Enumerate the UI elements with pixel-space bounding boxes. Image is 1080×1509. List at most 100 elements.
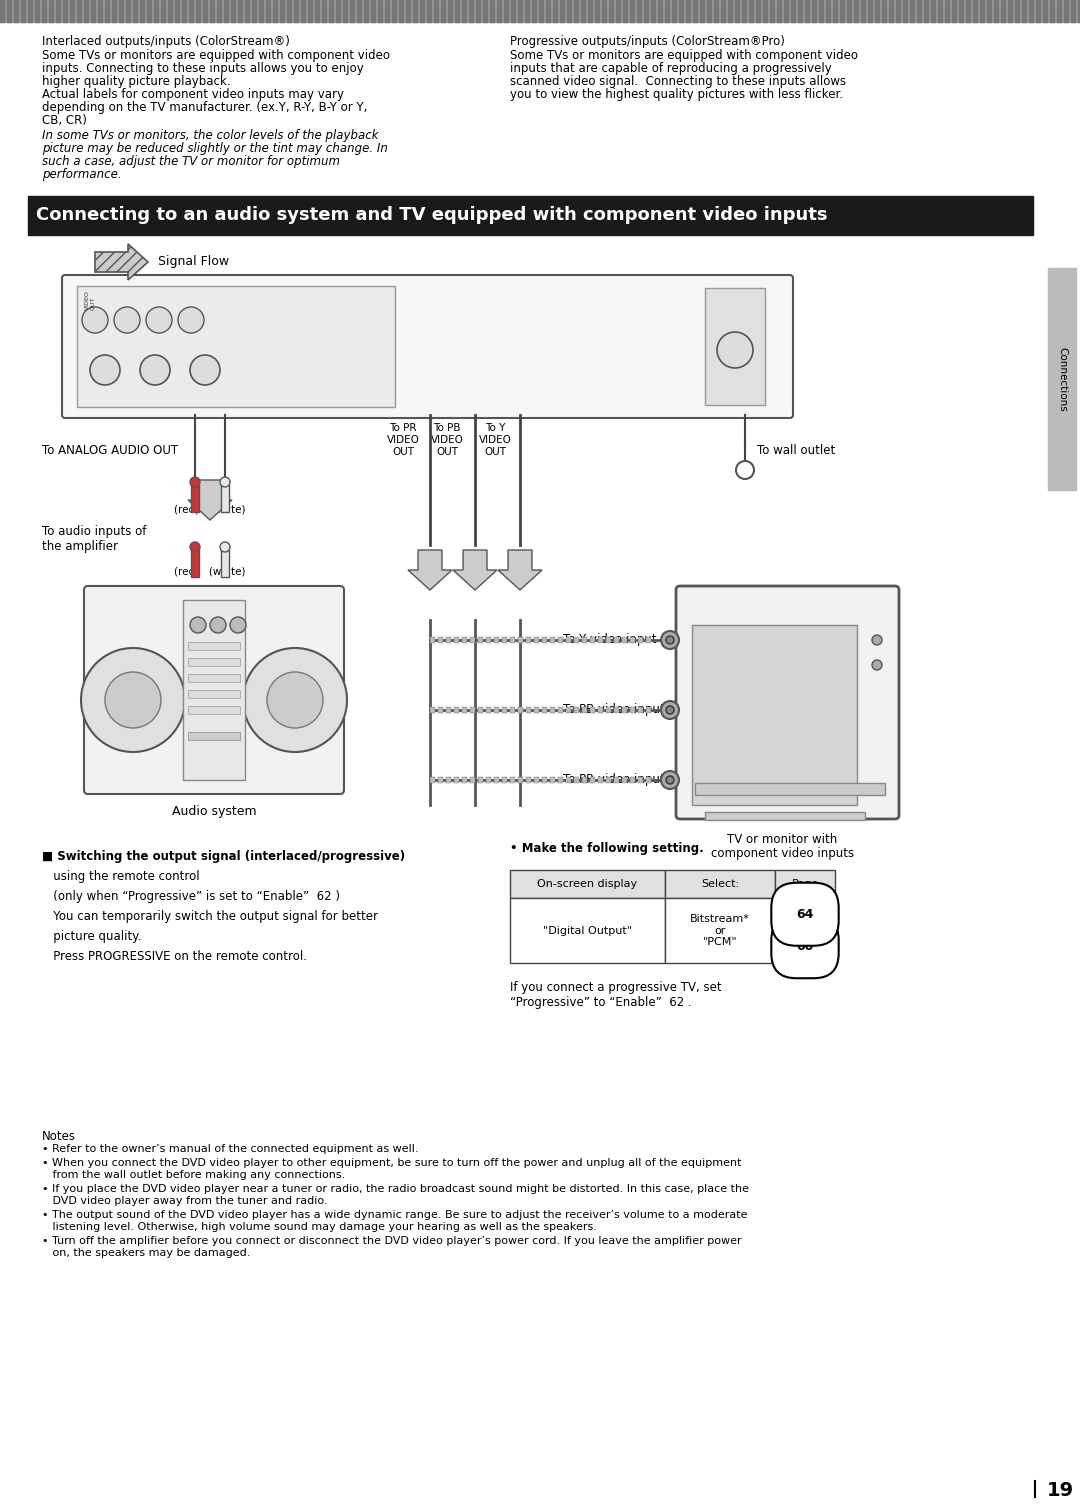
Bar — [455, 0, 459, 23]
Circle shape — [81, 647, 185, 751]
Bar — [430, 708, 435, 712]
Bar — [561, 0, 564, 23]
Bar — [476, 0, 480, 23]
Bar — [791, 0, 795, 23]
Bar — [534, 777, 539, 783]
Bar — [469, 0, 473, 23]
Text: (red)   (white): (red) (white) — [174, 506, 246, 515]
Bar — [462, 0, 465, 23]
Bar — [462, 708, 467, 712]
Bar — [266, 0, 270, 23]
Text: In some TVs or monitors, the color levels of the playback: In some TVs or monitors, the color level… — [42, 128, 378, 142]
Text: picture may be reduced slightly or the tint may change. In: picture may be reduced slightly or the t… — [42, 142, 388, 155]
Bar — [939, 0, 942, 23]
Text: Some TVs or monitors are equipped with component video: Some TVs or monitors are equipped with c… — [42, 48, 390, 62]
Text: inputs that are capable of reproducing a progressively: inputs that are capable of reproducing a… — [510, 62, 832, 75]
Circle shape — [661, 631, 679, 649]
Bar — [1078, 0, 1080, 23]
Bar — [1057, 0, 1061, 23]
Text: To PR video input: To PR video input — [563, 774, 664, 786]
Bar — [430, 777, 435, 783]
Text: To PR
VIDEO
OUT: To PR VIDEO OUT — [387, 424, 419, 457]
Circle shape — [717, 332, 753, 368]
Bar — [494, 637, 499, 643]
Bar — [1022, 0, 1026, 23]
Bar — [558, 777, 563, 783]
Bar — [775, 931, 835, 963]
Bar — [526, 637, 531, 643]
Bar — [343, 0, 347, 23]
Bar — [308, 0, 311, 23]
Bar — [502, 708, 507, 712]
Text: 60: 60 — [796, 940, 813, 954]
Bar — [567, 0, 570, 23]
Text: • Refer to the owner’s manual of the connected equipment as well.: • Refer to the owner’s manual of the con… — [42, 1144, 419, 1154]
Bar — [665, 0, 669, 23]
Bar — [630, 777, 635, 783]
Bar — [945, 0, 948, 23]
Bar — [573, 777, 579, 783]
Bar — [1071, 0, 1075, 23]
Bar — [665, 898, 775, 963]
Bar — [693, 0, 697, 23]
Bar — [231, 0, 234, 23]
Bar — [430, 637, 435, 643]
Bar — [525, 0, 528, 23]
Bar — [833, 0, 837, 23]
Circle shape — [735, 462, 754, 478]
Bar — [470, 708, 475, 712]
Bar — [427, 0, 431, 23]
Bar — [646, 708, 651, 712]
Bar — [518, 0, 522, 23]
Bar — [70, 0, 73, 23]
Text: on, the speakers may be damaged.: on, the speakers may be damaged. — [42, 1248, 251, 1259]
Bar — [510, 898, 665, 963]
Bar — [854, 0, 858, 23]
Circle shape — [140, 355, 170, 385]
Bar — [840, 0, 843, 23]
Bar — [756, 0, 759, 23]
Bar — [28, 196, 1032, 235]
Bar — [638, 637, 643, 643]
Bar — [553, 0, 556, 23]
Bar — [582, 637, 588, 643]
Text: • Make the following setting.: • Make the following setting. — [510, 842, 704, 856]
Bar — [14, 0, 17, 23]
Bar — [590, 708, 595, 712]
Bar — [133, 0, 136, 23]
Bar — [542, 777, 546, 783]
Bar — [770, 0, 773, 23]
Text: • When you connect the DVD video player to other equipment, be sure to turn off : • When you connect the DVD video player … — [42, 1157, 742, 1168]
Bar — [566, 637, 571, 643]
Bar — [486, 777, 491, 783]
Bar — [615, 777, 619, 783]
Bar — [518, 777, 523, 783]
Text: (only when “Progressive” is set to “Enable”  62 ): (only when “Progressive” is set to “Enab… — [42, 890, 340, 902]
Bar — [98, 0, 102, 23]
Bar — [606, 637, 611, 643]
Bar — [896, 0, 900, 23]
Bar — [441, 0, 445, 23]
Bar — [590, 777, 595, 783]
Circle shape — [243, 647, 347, 751]
Bar — [637, 0, 640, 23]
Bar — [558, 637, 563, 643]
Bar — [357, 0, 361, 23]
Bar — [606, 708, 611, 712]
Bar — [762, 0, 767, 23]
Text: To Y
VIDEO
OUT: To Y VIDEO OUT — [478, 424, 512, 457]
Bar — [1064, 0, 1067, 23]
Bar — [287, 0, 291, 23]
Bar — [622, 777, 627, 783]
Bar — [35, 0, 39, 23]
Text: Interlaced outputs/inputs (ColorStream®): Interlaced outputs/inputs (ColorStream®) — [42, 35, 289, 48]
Bar — [518, 637, 523, 643]
Bar — [210, 0, 214, 23]
Bar — [623, 0, 626, 23]
Bar — [672, 0, 675, 23]
Bar — [705, 812, 865, 819]
Bar — [1001, 0, 1004, 23]
Bar — [931, 0, 934, 23]
Text: Progressive outputs/inputs (ColorStream®Pro): Progressive outputs/inputs (ColorStream®… — [510, 35, 785, 48]
Bar — [875, 0, 878, 23]
